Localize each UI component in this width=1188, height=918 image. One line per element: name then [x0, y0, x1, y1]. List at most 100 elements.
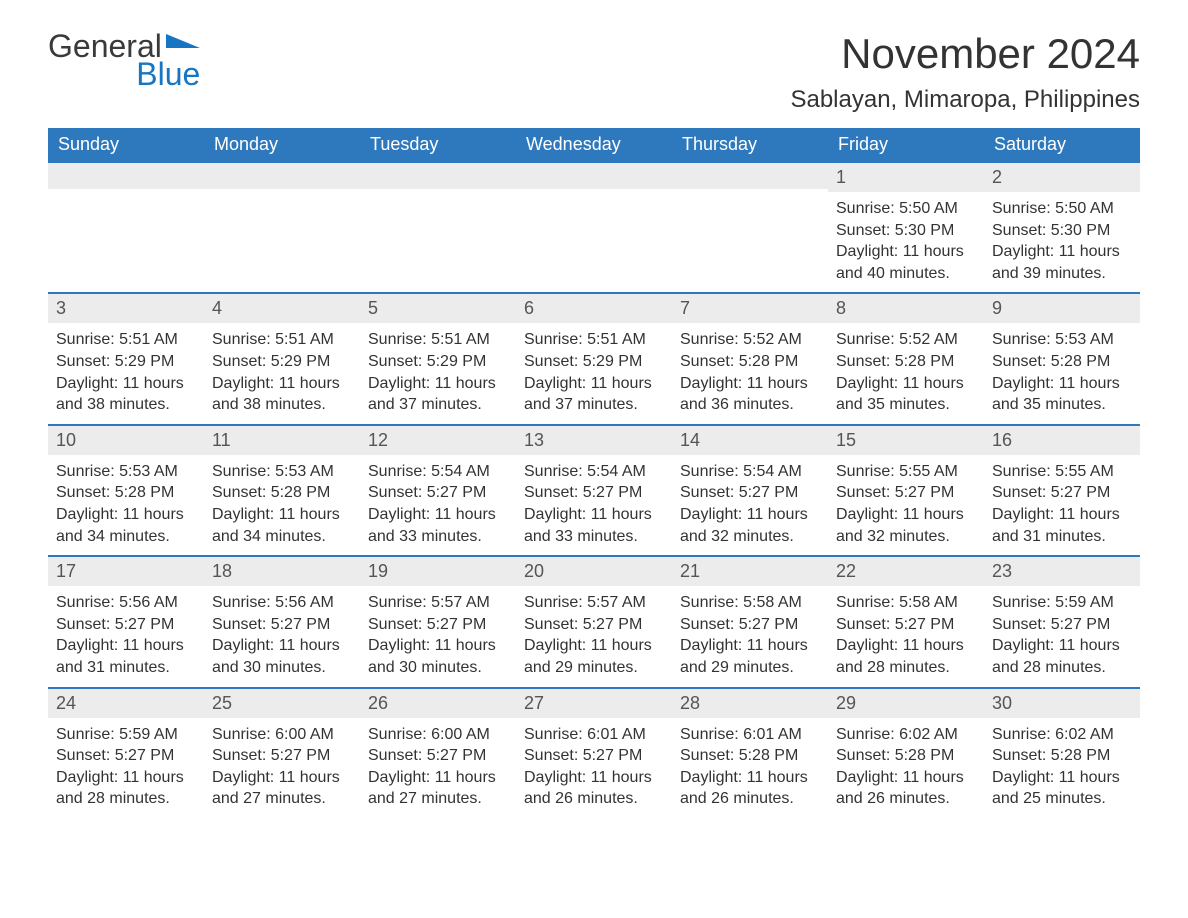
day-body: Sunrise: 5:59 AMSunset: 5:27 PMDaylight:…: [48, 718, 204, 818]
sunrise-line-value: 5:56 AM: [119, 594, 178, 611]
sunset-line: Sunset: 5:27 PM: [212, 614, 352, 636]
sunrise-line-label: Sunrise:: [836, 463, 899, 480]
sunrise-line-label: Sunrise:: [524, 331, 587, 348]
calendar-week-row: 1Sunrise: 5:50 AMSunset: 5:30 PMDaylight…: [48, 162, 1140, 293]
sunrise-line-label: Sunrise:: [836, 726, 899, 743]
title-block: November 2024 Sablayan, Mimaropa, Philip…: [790, 30, 1140, 128]
sunrise-line: Sunrise: 6:00 AM: [212, 724, 352, 746]
sunrise-line: Sunrise: 6:02 AM: [992, 724, 1132, 746]
sunrise-line-label: Sunrise:: [992, 331, 1055, 348]
daynum-row: 27: [516, 689, 672, 718]
sunset-line: Sunset: 5:27 PM: [524, 482, 664, 504]
sunset-line: Sunset: 5:27 PM: [680, 482, 820, 504]
sunset-line-value: 5:30 PM: [1051, 222, 1111, 239]
sunrise-line-value: 5:58 AM: [743, 594, 802, 611]
daylight-line-label: Daylight:: [524, 375, 591, 392]
day-number: 18: [212, 561, 232, 581]
daylight-line: Daylight: 11 hours and 27 minutes.: [212, 767, 352, 810]
sunrise-line-value: 5:57 AM: [587, 594, 646, 611]
daylight-line-label: Daylight:: [992, 637, 1059, 654]
sunset-line: Sunset: 5:28 PM: [836, 351, 976, 373]
sunrise-line-label: Sunrise:: [524, 594, 587, 611]
daylight-line: Daylight: 11 hours and 25 minutes.: [992, 767, 1132, 810]
sunset-line-value: 5:28 PM: [271, 484, 331, 501]
day-body: Sunrise: 6:00 AMSunset: 5:27 PMDaylight:…: [360, 718, 516, 818]
sunrise-line-value: 5:55 AM: [899, 463, 958, 480]
calendar-day-cell: 7 Sunrise: 5:52 AMSunset: 5:28 PMDaylight…: [672, 293, 828, 424]
daylight-line-label: Daylight:: [524, 769, 591, 786]
calendar-day-cell: 3Sunrise: 5:51 AMSunset: 5:29 PMDaylight…: [48, 293, 204, 424]
sunset-line-label: Sunset:: [212, 484, 271, 501]
daynum-row: 9: [984, 294, 1140, 323]
daynum-row-empty: [360, 163, 516, 189]
daynum-row: 15: [828, 426, 984, 455]
sunset-line-value: 5:27 PM: [427, 747, 487, 764]
day-body: Sunrise: 6:02 AMSunset: 5:28 PMDaylight:…: [984, 718, 1140, 818]
sunset-line-label: Sunset:: [56, 616, 115, 633]
sunrise-line: Sunrise: 5:52 AM: [836, 329, 976, 351]
daylight-line: Daylight: 11 hours and 34 minutes.: [212, 504, 352, 547]
day-body: Sunrise: 5:59 AMSunset: 5:27 PMDaylight:…: [984, 586, 1140, 686]
daynum-row: 26: [360, 689, 516, 718]
day-number: 7: [680, 298, 690, 318]
day-number: 10: [56, 430, 76, 450]
sunrise-line-label: Sunrise:: [992, 200, 1055, 217]
sunset-line-label: Sunset:: [680, 747, 739, 764]
sunset-line: Sunset: 5:27 PM: [368, 482, 508, 504]
sunset-line-label: Sunset:: [680, 353, 739, 370]
sunrise-line: Sunrise: 5:55 AM: [836, 461, 976, 483]
day-number: 29: [836, 693, 856, 713]
daynum-row: 2: [984, 163, 1140, 192]
daylight-line: Daylight: 11 hours and 28 minutes.: [56, 767, 196, 810]
day-number: 12: [368, 430, 388, 450]
daylight-line-label: Daylight:: [836, 375, 903, 392]
daynum-row: 20: [516, 557, 672, 586]
daynum-row: 11: [204, 426, 360, 455]
calendar-day-cell: 16Sunrise: 5:55 AMSunset: 5:27 PMDayligh…: [984, 425, 1140, 556]
sunrise-line-value: 6:01 AM: [743, 726, 802, 743]
sunrise-line-value: 6:01 AM: [587, 726, 646, 743]
daynum-row: 30: [984, 689, 1140, 718]
sunset-line-label: Sunset:: [680, 484, 739, 501]
sunset-line: Sunset: 5:28 PM: [680, 745, 820, 767]
daynum-row: 13: [516, 426, 672, 455]
daylight-line: Daylight: 11 hours and 37 minutes.: [368, 373, 508, 416]
sunrise-line-value: 5:59 AM: [1055, 594, 1114, 611]
sunset-line: Sunset: 5:28 PM: [836, 745, 976, 767]
day-number: 16: [992, 430, 1012, 450]
daylight-line-label: Daylight:: [56, 375, 123, 392]
weekday-header: Sunday: [48, 128, 204, 162]
sunset-line-label: Sunset:: [368, 616, 427, 633]
sunset-line-value: 5:28 PM: [1051, 353, 1111, 370]
calendar-day-cell: 22Sunrise: 5:58 AMSunset: 5:27 PMDayligh…: [828, 556, 984, 687]
day-body: Sunrise: 5:52 AMSunset: 5:28 PMDaylight:…: [672, 323, 828, 423]
calendar-day-cell: 19Sunrise: 5:57 AMSunset: 5:27 PMDayligh…: [360, 556, 516, 687]
daylight-line: Daylight: 11 hours and 27 minutes.: [368, 767, 508, 810]
sunset-line: Sunset: 5:28 PM: [212, 482, 352, 504]
day-number: 17: [56, 561, 76, 581]
sunrise-line-value: 5:59 AM: [119, 726, 178, 743]
sunset-line-value: 5:27 PM: [115, 616, 175, 633]
calendar-day-cell: 15Sunrise: 5:55 AMSunset: 5:27 PMDayligh…: [828, 425, 984, 556]
day-number: 4: [212, 298, 222, 318]
sunset-line: Sunset: 5:27 PM: [524, 745, 664, 767]
daylight-line-label: Daylight:: [992, 375, 1059, 392]
sunrise-line-value: 5:51 AM: [275, 331, 334, 348]
sunrise-line: Sunrise: 5:51 AM: [56, 329, 196, 351]
daylight-line: Daylight: 11 hours and 37 minutes.: [524, 373, 664, 416]
daylight-line-label: Daylight:: [992, 506, 1059, 523]
sunrise-line: Sunrise: 6:00 AM: [368, 724, 508, 746]
header: General Blue November 2024 Sablayan, Mim…: [48, 30, 1140, 128]
daynum-row-empty: [672, 163, 828, 189]
daylight-line-label: Daylight:: [368, 506, 435, 523]
daylight-line-label: Daylight:: [680, 769, 747, 786]
daynum-row: 6: [516, 294, 672, 323]
sunset-line-value: 5:27 PM: [583, 747, 643, 764]
daylight-line: Daylight: 11 hours and 35 minutes.: [836, 373, 976, 416]
sunrise-line: Sunrise: 5:58 AM: [680, 592, 820, 614]
sunrise-line-label: Sunrise:: [212, 726, 275, 743]
daylight-line: Daylight: 11 hours and 40 minutes.: [836, 241, 976, 284]
calendar-day-cell: 4Sunrise: 5:51 AMSunset: 5:29 PMDaylight…: [204, 293, 360, 424]
sunset-line-label: Sunset:: [524, 484, 583, 501]
daynum-row-empty: [516, 163, 672, 189]
